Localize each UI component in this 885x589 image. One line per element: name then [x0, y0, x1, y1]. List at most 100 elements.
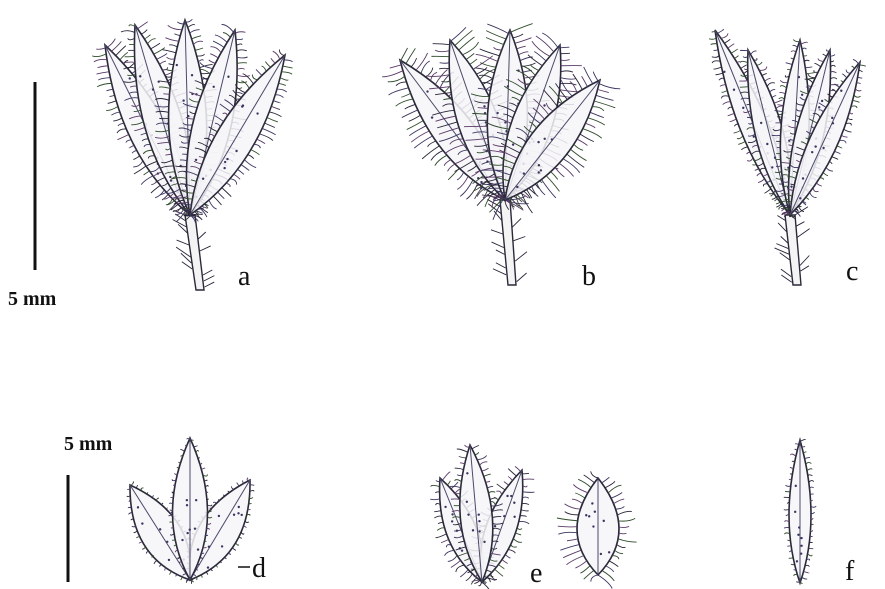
gland: [831, 117, 833, 119]
gland: [483, 541, 485, 543]
gland: [431, 116, 433, 118]
gland: [608, 551, 610, 553]
gland: [426, 90, 428, 92]
gland: [197, 548, 199, 550]
scale-label: 5 mm: [8, 288, 57, 310]
gland: [594, 511, 596, 513]
gland: [513, 502, 515, 504]
gland: [800, 537, 802, 539]
hair: [485, 177, 503, 178]
gland: [811, 151, 813, 153]
gland: [753, 135, 755, 137]
gland: [241, 105, 243, 107]
gland: [227, 76, 229, 78]
gland: [512, 143, 514, 145]
gland: [152, 88, 154, 90]
gland: [585, 514, 587, 516]
gland: [588, 515, 590, 517]
gland: [181, 539, 183, 541]
panel-label: a: [238, 261, 251, 292]
gland: [516, 186, 518, 188]
gland: [195, 159, 197, 161]
gland: [483, 105, 485, 107]
gland: [478, 513, 480, 515]
gland: [176, 64, 178, 66]
gland: [537, 141, 539, 143]
gland: [168, 559, 170, 561]
gland: [241, 514, 243, 516]
gland: [814, 145, 816, 147]
gland: [478, 530, 480, 532]
panel-label: f: [845, 556, 855, 587]
gland: [238, 506, 240, 508]
gland: [189, 529, 191, 531]
gland: [186, 504, 188, 506]
panel-label: e: [530, 558, 542, 589]
hair: [784, 527, 789, 528]
gland: [218, 515, 220, 517]
gland: [798, 526, 800, 528]
gland: [226, 158, 228, 160]
panel-label: d: [252, 553, 266, 584]
gland: [472, 529, 474, 531]
gland: [496, 112, 498, 114]
gland: [503, 515, 505, 517]
gland: [451, 520, 453, 522]
figure: 5 mm 5 mm a b c d e f: [0, 0, 885, 589]
gland: [213, 86, 215, 88]
gland: [543, 104, 545, 106]
gland: [506, 495, 508, 497]
gland: [256, 112, 258, 114]
scale-label: 5 mm: [64, 433, 113, 455]
gland: [194, 527, 196, 529]
gland: [723, 71, 725, 73]
gland: [233, 514, 235, 516]
gland: [591, 502, 593, 504]
gland: [461, 549, 463, 551]
gland: [235, 150, 237, 152]
gland: [794, 511, 796, 513]
gland: [494, 525, 496, 527]
gland: [592, 525, 594, 527]
gland: [766, 143, 768, 145]
gland: [774, 156, 776, 158]
gland: [208, 546, 210, 548]
gland: [510, 495, 512, 497]
gland: [742, 107, 744, 109]
gland: [207, 566, 209, 568]
gland: [166, 541, 168, 543]
gland: [507, 85, 509, 87]
gland: [796, 560, 798, 562]
gland: [159, 528, 161, 530]
gland: [538, 171, 540, 173]
hair: [740, 87, 749, 88]
gland: [480, 181, 482, 183]
gland: [800, 545, 802, 547]
gland: [186, 532, 188, 534]
gland: [787, 186, 789, 188]
panel-label: b: [582, 261, 596, 292]
gland: [840, 90, 842, 92]
gland: [187, 115, 189, 117]
gland: [224, 161, 226, 163]
gland: [129, 77, 131, 79]
gland: [821, 100, 823, 102]
gland: [538, 164, 540, 166]
gland: [185, 185, 187, 187]
gland: [802, 177, 804, 179]
gland: [801, 94, 803, 96]
gland: [505, 130, 507, 132]
gland: [600, 553, 602, 555]
gland: [467, 513, 469, 515]
gland: [451, 513, 453, 515]
gland: [544, 138, 546, 140]
gland: [141, 522, 143, 524]
hair: [523, 492, 535, 493]
gland: [822, 147, 824, 149]
gland: [182, 99, 184, 101]
gland: [158, 80, 160, 82]
gland: [478, 520, 480, 522]
gland: [818, 106, 820, 108]
gland: [798, 76, 800, 78]
gland: [795, 485, 797, 487]
